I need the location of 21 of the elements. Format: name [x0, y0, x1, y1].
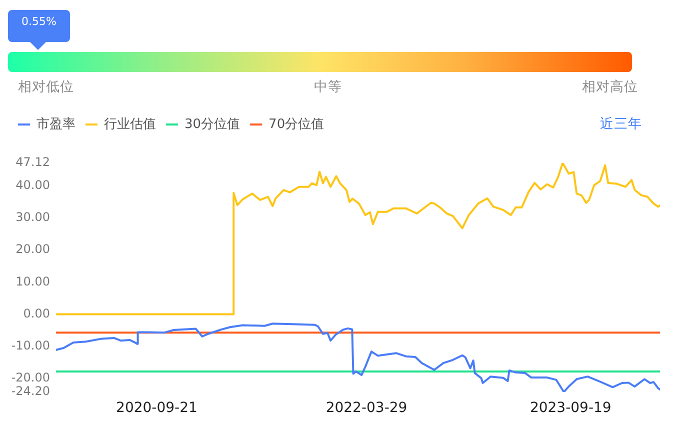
- x-tick-label: 2022-03-29: [326, 400, 408, 416]
- text: 相对高位: [582, 79, 638, 96]
- x-tick-label: 2020-09-21: [116, 400, 198, 416]
- y-tick-label: 0.00: [23, 306, 50, 320]
- y-tick-label: 10.00: [16, 274, 50, 288]
- legend-label: 70分位值: [268, 116, 324, 132]
- y-tick-label: -20.00: [11, 370, 50, 385]
- text: 近三年: [600, 116, 642, 133]
- y-tick-label: 30.00: [16, 210, 50, 224]
- legend-label: 市盈率: [36, 116, 76, 132]
- legend-label: 行业估值: [104, 116, 156, 132]
- text: 中等: [314, 79, 342, 96]
- y-tick-label: 47.12: [16, 155, 50, 170]
- y-tick-label: 40.00: [16, 178, 50, 192]
- y-tick-label: -24.20: [11, 384, 50, 398]
- callout: 0.55%: [8, 10, 70, 50]
- x-tick-label: 2023-09-19: [530, 400, 612, 416]
- y-tick-label: 20.00: [16, 242, 50, 256]
- text: 相对低位: [18, 79, 74, 96]
- y-tick-label: -10.00: [11, 338, 50, 353]
- legend-label: 30分位值: [184, 116, 240, 132]
